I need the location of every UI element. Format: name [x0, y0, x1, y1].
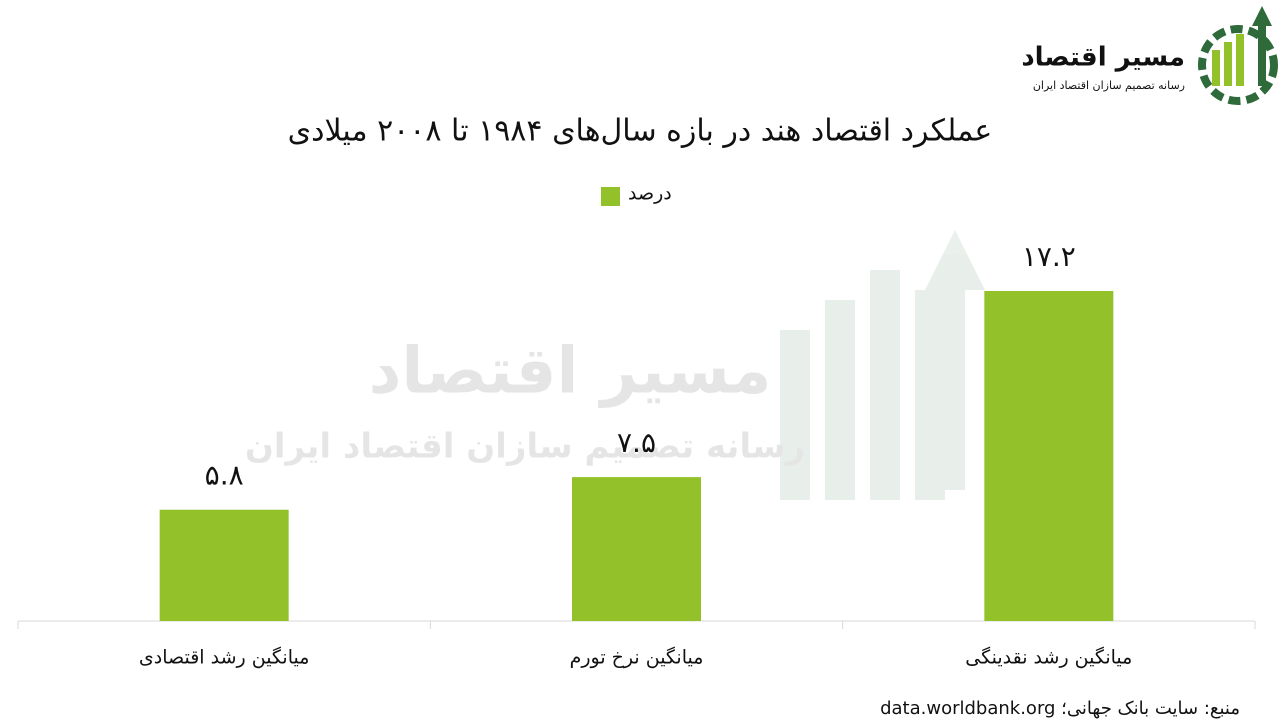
logo: مسیر اقتصاد رسانه تصمیم سازان اقتصاد ایر… — [1021, 6, 1278, 105]
value-label: ۵.۸ — [205, 459, 244, 492]
x-tick-label: میانگین رشد نقدینگی — [965, 646, 1132, 669]
value-label: ۷.۵ — [617, 426, 656, 459]
chart-title: عملکرد اقتصاد هند در بازه سال‌های ۱۹۸۴ ت… — [288, 114, 993, 149]
logo-name: مسیر اقتصاد — [1021, 43, 1185, 73]
bar — [159, 509, 289, 621]
source: منبع: سایت بانک جهانی؛ data.worldbank.or… — [880, 698, 1240, 719]
x-tick-label: میانگین نرخ تورم — [570, 646, 704, 669]
legend-swatch — [601, 187, 620, 206]
x-tick-label: میانگین رشد اقتصادی — [139, 646, 310, 669]
bar — [572, 477, 701, 621]
legend-label: درصد — [628, 183, 672, 205]
watermark-tagline: رسانه تصمیم سازان اقتصاد ایران — [245, 427, 805, 467]
watermark: مسیر اقتصاد رسانه تصمیم سازان اقتصاد ایر… — [245, 230, 985, 500]
watermark-name: مسیر اقتصاد — [369, 335, 772, 409]
bar — [984, 291, 1114, 621]
value-label: ۱۷.۲ — [1022, 240, 1076, 273]
logo-tagline: رسانه تصمیم سازان اقتصاد ایران — [1033, 79, 1185, 92]
